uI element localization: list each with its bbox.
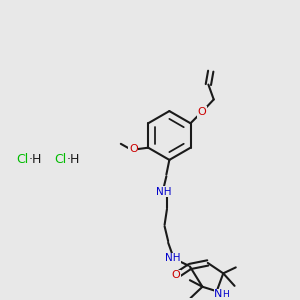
Text: O: O xyxy=(171,270,180,280)
Text: O: O xyxy=(197,107,206,117)
Text: N: N xyxy=(214,289,223,299)
Text: ·H: ·H xyxy=(67,153,80,166)
Text: Cl: Cl xyxy=(55,153,67,166)
Text: H: H xyxy=(222,290,229,299)
Text: ·H: ·H xyxy=(29,153,42,166)
Text: O: O xyxy=(129,144,138,154)
Text: Cl: Cl xyxy=(16,153,29,166)
Text: NH: NH xyxy=(156,187,171,197)
Text: NH: NH xyxy=(165,253,180,263)
